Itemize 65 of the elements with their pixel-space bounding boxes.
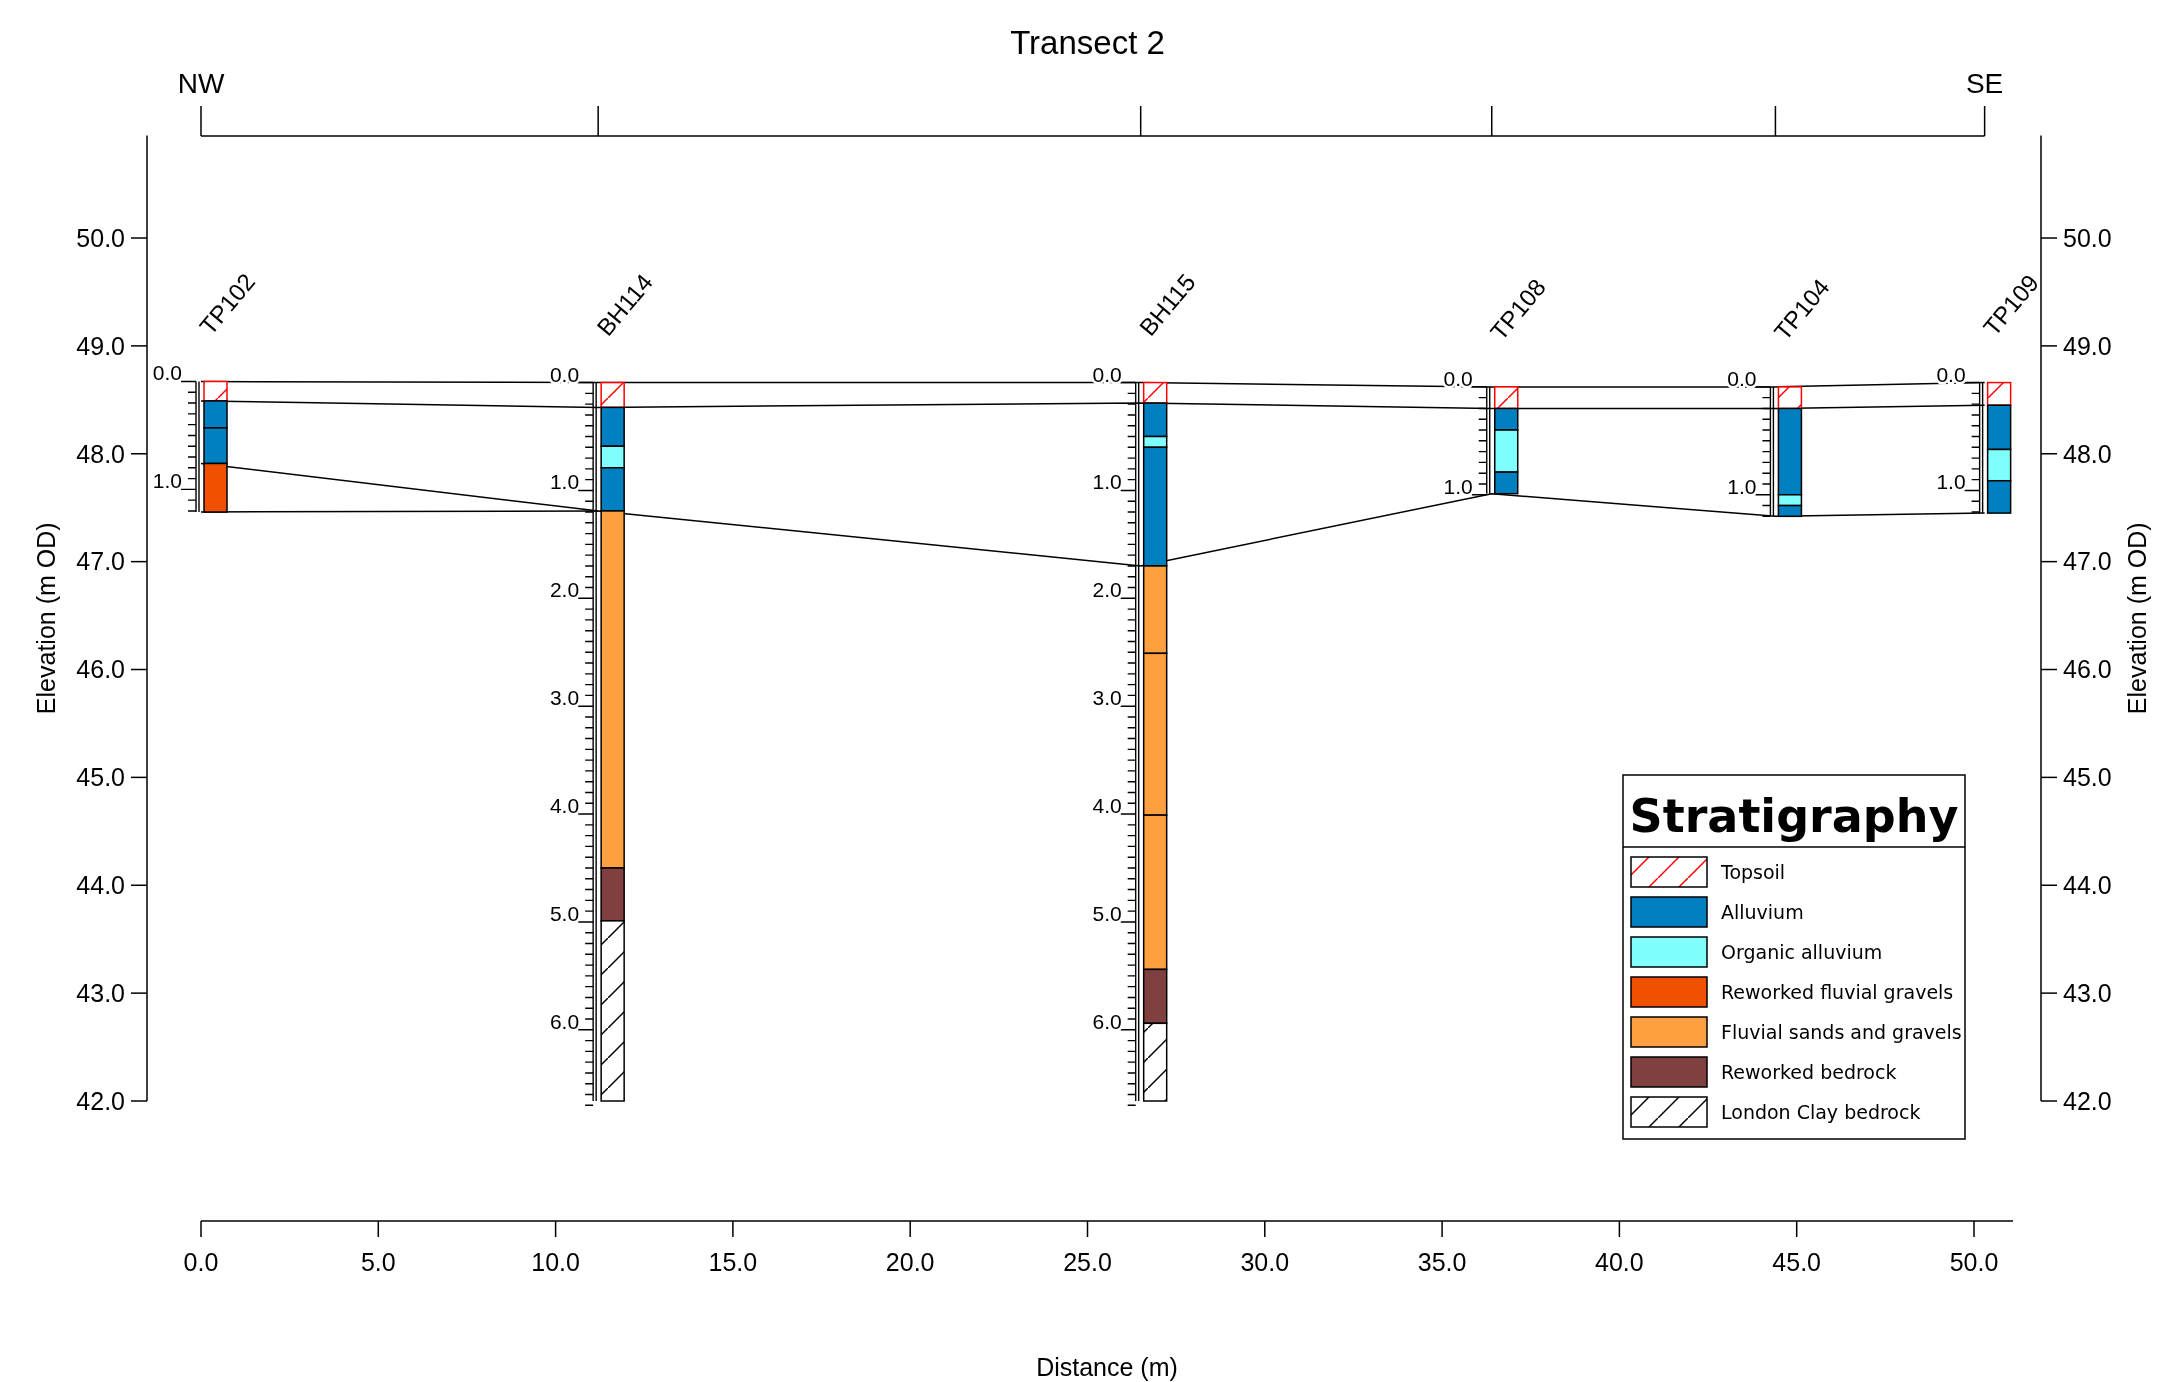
x-tick-label: 5.0 [360,1248,396,1276]
y2-tick-label: 46.0 [2063,655,2112,684]
y2-tick-label: 42.0 [2063,1086,2112,1115]
y2-tick-label: 48.0 [2063,439,2112,468]
x-tick-label: 10.0 [531,1248,580,1276]
legend-title: Stratigraphy [1629,789,1959,843]
annotation: 0.0 [1092,362,1122,386]
y-tick-label: 47.0 [76,547,125,576]
y2-tick-label: 49.0 [2063,331,2112,360]
x-tick-label: 45.0 [1772,1248,1822,1276]
annotation: 6.0 [1092,1009,1122,1033]
y2-axis-title: Elevation (m OD) [2123,522,2151,715]
annotation: 3.0 [1092,686,1122,710]
annotation: 4.0 [549,794,580,818]
annotation: 4.0 [1092,794,1122,818]
text: SE [1965,68,2004,99]
y-tick-label: 44.0 [76,871,125,900]
y2-tick-label: 45.0 [2063,763,2112,792]
annotation: 0.0 [1727,366,1757,390]
x-tick-label: 30.0 [1240,1248,1290,1276]
annotation: 3.0 [549,686,580,710]
legend-label: Fluvial sands and gravels [1721,1020,1962,1043]
annotation: 1.0 [1443,474,1473,498]
annotation: 1.0 [1936,470,1966,494]
annotation: 1.0 [152,469,182,493]
annotation: 0.0 [549,362,580,386]
annotation: 1.0 [1727,474,1757,498]
annotation: 2.0 [1092,578,1122,602]
y-tick-label: 50.0 [76,223,125,252]
annotation: 5.0 [549,901,580,925]
legend-label: London Clay bedrock [1721,1100,1921,1123]
legend-label: Reworked fluvial gravels [1721,980,1954,1003]
y-tick-label: 48.0 [76,439,125,468]
y-tick-label: 43.0 [76,978,125,1007]
y-tick-label: 45.0 [76,763,125,792]
legend-label: Organic alluvium [1721,940,1883,963]
y-tick-label: 46.0 [76,655,125,684]
annotation: 0.0 [152,361,182,385]
annotation: 6.0 [549,1009,580,1033]
x-tick-label: 50.0 [1949,1248,1999,1276]
annotation: 5.0 [1092,901,1122,925]
y-tick-label: 42.0 [76,1086,125,1115]
x-axis-title: Distance (m) [1036,1353,1178,1381]
legend-label: Topsoil [1720,860,1786,883]
annotation: 0.0 [1443,366,1473,390]
y2-tick-label: 44.0 [2063,871,2112,900]
y-axis-title: Elevation (m OD) [32,522,60,715]
legend-label: Alluvium [1721,900,1804,923]
x-tick-label: 35.0 [1417,1248,1467,1276]
y2-tick-label: 43.0 [2063,978,2112,1007]
y2-tick-label: 47.0 [2063,547,2112,576]
annotation: 2.0 [549,578,580,602]
x-tick-label: 40.0 [1595,1248,1644,1276]
annotation: 1.0 [1092,470,1122,494]
x-tick-label: 20.0 [885,1248,935,1276]
legend-label: Reworked bedrock [1721,1060,1897,1083]
y-tick-label: 49.0 [76,331,125,360]
chart-title: Transect 2 [1010,24,1165,61]
annotation: 1.0 [549,470,580,494]
annotation: 0.0 [1936,362,1966,386]
x-tick-label: 25.0 [1063,1248,1112,1276]
text: NW [177,68,225,99]
x-tick-label: 15.0 [708,1248,758,1276]
y2-tick-label: 50.0 [2063,223,2112,252]
x-tick-label: 0.0 [183,1248,219,1276]
